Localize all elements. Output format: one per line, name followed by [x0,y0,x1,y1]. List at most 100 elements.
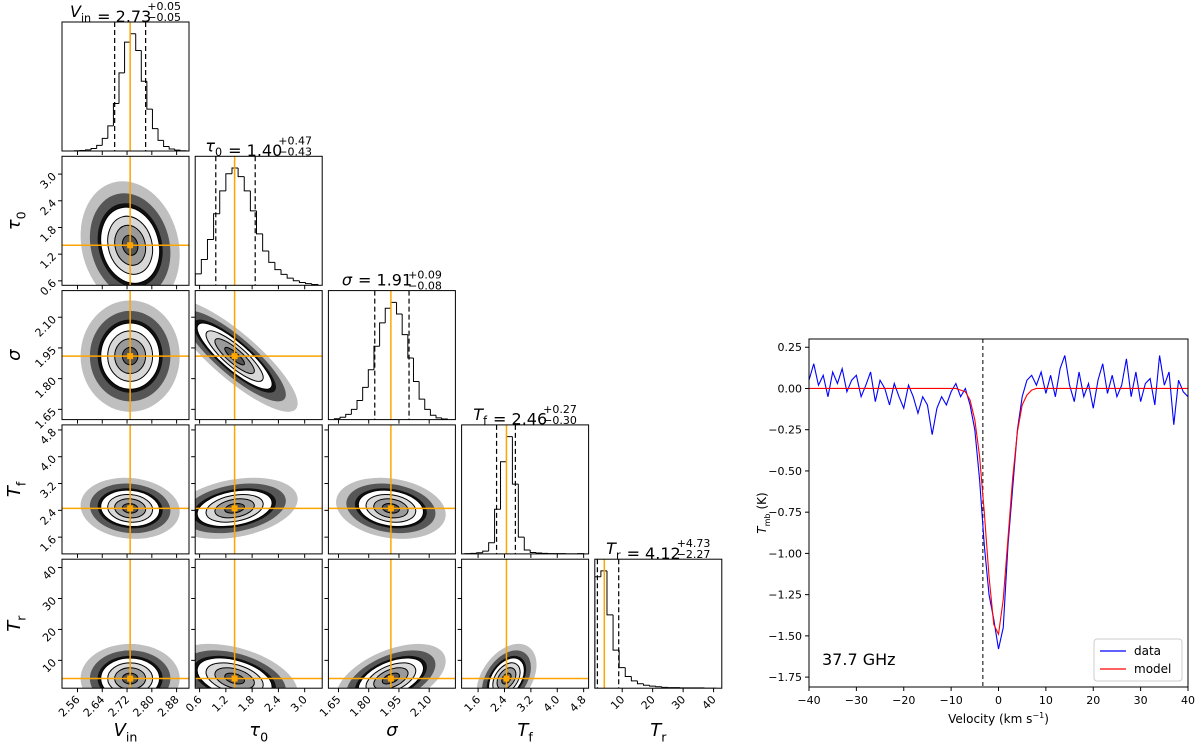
symbol: T [606,539,617,558]
panel-title: Tf = 2.46 [473,405,547,429]
histogram-bin [505,436,513,462]
histogram-bin [135,33,142,51]
histogram-bin [655,686,662,688]
panel [195,290,323,420]
histogram-bin [96,144,103,149]
histogram-bin [243,176,251,192]
panel-frame [327,424,456,555]
x-tick-label: 40 [1181,694,1195,707]
x-tick-label: 4.0 [541,693,563,715]
x-tick-label: 20 [639,693,658,712]
y-tick-label: −1.25 [768,589,802,602]
subscript: in [81,12,91,25]
x-axis-label: σ [386,720,398,741]
histogram-bin [424,399,431,410]
histogram-bin [476,552,483,554]
y-axis-label: σ [4,349,25,361]
histogram-bin [256,210,263,235]
symbol: T [755,525,769,534]
y-tick-label: −0.50 [768,465,802,478]
panel-frame [61,424,190,555]
panel [62,156,189,286]
x-tick-label: 1.8 [236,693,258,715]
histogram-bin [630,676,638,682]
title-plus: +0.05 [147,0,181,13]
title-value: = 4.12 [627,544,681,563]
x-tick-label: 1.80 [347,693,374,720]
subscript: 0 [260,729,268,744]
histogram-bin [280,269,288,275]
histogram-bin [384,307,391,323]
subscript: f [13,481,28,486]
panel [62,290,189,420]
median-point [127,675,134,682]
symbol: T [4,619,25,632]
label-text: Velocity (km s [948,712,1032,726]
y-tick-label: 20 [40,625,59,644]
median-point [231,675,238,682]
subscript: 0 [13,211,28,219]
histogram-bin [90,147,97,150]
histogram-bin [429,409,437,416]
y-tick-label: 2.4 [38,197,60,219]
panel [195,424,323,554]
title-minus: −0.08 [408,280,442,293]
y-tick-label: 2.10 [33,313,60,340]
histogram-bin [163,140,170,148]
panel-title: Tr = 4.12 [606,539,681,563]
x-tick-label: 1.95 [378,693,405,720]
title-minus: −2.27 [677,548,711,561]
symbol: T [473,405,484,424]
title-plus: +0.09 [408,269,442,282]
histogram-bin [367,369,374,388]
subscript: r [661,729,667,744]
histogram-bin [213,213,220,240]
legend-label: data [1134,644,1161,658]
panel-frame [61,558,190,689]
x-tick-label: 0.6 [183,693,205,715]
panel-frame [194,558,323,689]
x-axis-label: Velocity (km s−1) [948,711,1049,726]
label-text: ) [1044,712,1049,726]
y-axis-label: Tmb (K) [755,492,772,533]
median-point [127,353,134,360]
x-tick-label: 3.2 [514,693,536,715]
histogram-bin [157,128,164,141]
histogram-bin [112,103,119,126]
histogram-bin [624,667,632,677]
y-tick-label: 30 [40,594,59,613]
histogram-bin [174,149,181,151]
x-tick-label: 20 [1086,694,1100,707]
symbol: V [70,2,82,21]
panel [594,559,717,689]
histogram-bin [396,302,403,315]
histogram-bin [219,190,226,214]
panel-frame [61,290,190,421]
histogram-bin [488,542,495,552]
panel-frame [461,558,590,689]
y-tick-label: 3.2 [38,479,60,501]
symbol: τ [205,136,215,155]
histogram-bin [535,552,543,554]
median-point [127,242,134,249]
histogram-bin [129,33,136,43]
histogram-bin [494,508,501,543]
histogram-bin [118,72,125,104]
x-tick-label: 1.65 [317,693,344,720]
x-axis-label: τ0 [249,720,268,744]
x-tick-label: 2.4 [262,693,284,715]
histogram-bin [339,416,346,419]
histogram-bin [200,259,208,274]
histogram-bin [195,273,202,286]
x-tick-label: 4.8 [567,693,589,715]
subscript: mb [763,514,772,527]
x-tick-label: 2.56 [56,693,83,720]
histogram-bin [274,262,282,271]
x-tick-label: 10 [608,693,627,712]
y-tick-label: 1.65 [33,405,60,432]
histogram-bin [140,50,147,82]
panel-frame [194,155,323,286]
histogram-bin [390,301,397,309]
symbol: σ [342,271,353,290]
x-tick-label: 30 [669,693,688,712]
